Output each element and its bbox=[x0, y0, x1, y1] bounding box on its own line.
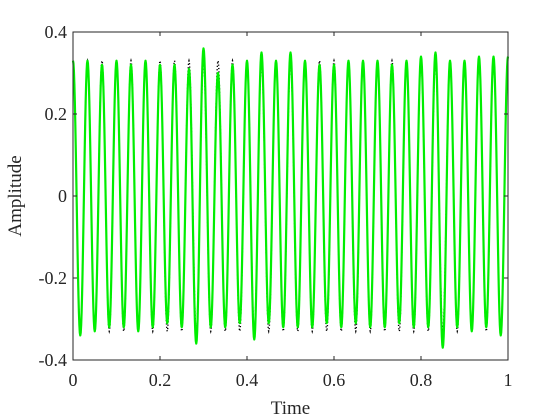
tick-layer: 0 0.2 0.4 0.6 0.8 1 -0.4 -0.2 0 0.2 0.4 bbox=[39, 22, 513, 390]
x-tick-label: 0.2 bbox=[149, 370, 172, 390]
x-tick-label: 0.6 bbox=[323, 370, 346, 390]
y-tick-label: -0.2 bbox=[39, 268, 68, 288]
y-tick-label: 0.2 bbox=[45, 104, 68, 124]
x-tick-label: 0 bbox=[69, 370, 78, 390]
series-line-signal bbox=[71, 47, 510, 349]
x-tick-label: 1 bbox=[504, 370, 513, 390]
x-tick-label: 0.8 bbox=[410, 370, 433, 390]
plot-frame bbox=[72, 31, 509, 361]
y-axis-title: Amplitude bbox=[5, 155, 26, 236]
y-tick-label: 0 bbox=[58, 186, 67, 206]
x-axis-title: Time bbox=[271, 398, 310, 419]
y-tick-label: -0.4 bbox=[39, 350, 68, 370]
y-tick-label: 0.4 bbox=[45, 22, 68, 42]
series-line-reference bbox=[72, 58, 509, 334]
x-tick-label: 0.4 bbox=[236, 370, 259, 390]
series-layer bbox=[71, 47, 510, 349]
